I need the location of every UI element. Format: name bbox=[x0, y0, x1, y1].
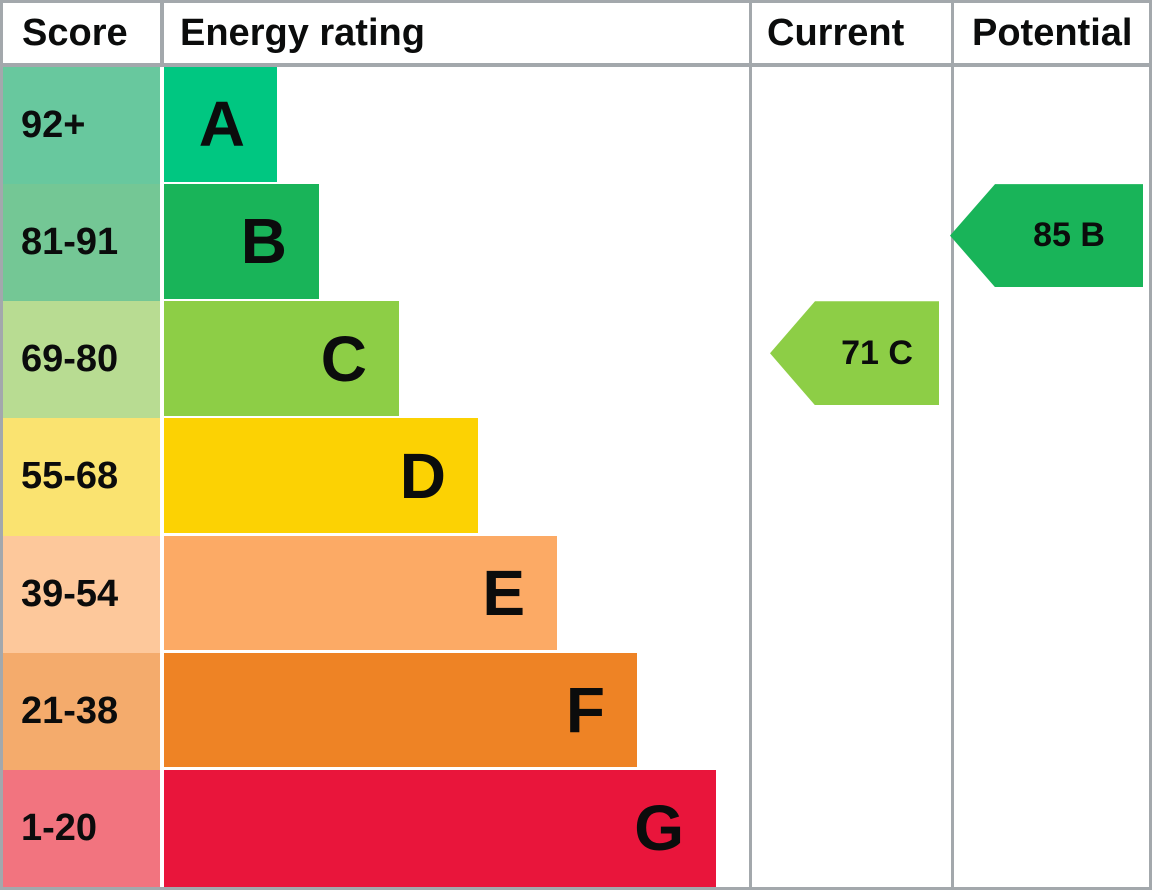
score-cell-C: 69-80 bbox=[3, 301, 160, 419]
score-range-label: 21-38 bbox=[21, 689, 119, 732]
rating-bar-C: C bbox=[164, 301, 399, 416]
score-cell-G: 1-20 bbox=[3, 769, 160, 887]
header-underline bbox=[3, 63, 1149, 67]
energy-rating-column-header: Energy rating bbox=[180, 12, 425, 54]
rating-bar-E: E bbox=[164, 535, 557, 651]
score-cell-E: 39-54 bbox=[3, 535, 160, 653]
score-range-label: 69-80 bbox=[21, 338, 119, 381]
score-column-divider-line bbox=[160, 3, 164, 67]
potential-rating-label: 85 B bbox=[1033, 216, 1105, 255]
score-range-label: 39-54 bbox=[21, 572, 119, 615]
score-column-header: Score bbox=[22, 12, 128, 54]
score-range-label: 1-20 bbox=[21, 806, 98, 849]
band-letter: C bbox=[320, 322, 367, 395]
rating-bar-A: A bbox=[164, 67, 277, 182]
score-cell-B: 81-91 bbox=[3, 184, 160, 302]
current-rating-label: 71 C bbox=[841, 333, 913, 372]
score-range-label: 55-68 bbox=[21, 455, 119, 498]
current-rating-arrow: 71 C bbox=[770, 301, 939, 406]
potential-column-divider-line bbox=[951, 3, 954, 887]
band-letter: B bbox=[240, 205, 287, 278]
rating-bar-F: F bbox=[164, 652, 637, 768]
score-range-label: 92+ bbox=[21, 104, 86, 147]
band-letter: F bbox=[565, 674, 605, 747]
rating-bar-G: G bbox=[164, 769, 716, 887]
score-cell-D: 55-68 bbox=[3, 418, 160, 536]
score-cell-A: 92+ bbox=[3, 67, 160, 185]
score-range-label: 81-91 bbox=[21, 221, 119, 264]
rating-bar-D: D bbox=[164, 418, 478, 534]
band-letter: E bbox=[482, 556, 525, 629]
current-column-divider-line bbox=[749, 3, 752, 887]
current-column-header: Current bbox=[767, 12, 905, 54]
potential-rating-arrow: 85 B bbox=[950, 184, 1143, 288]
rating-bar-B: B bbox=[164, 184, 319, 299]
band-letter: G bbox=[634, 792, 684, 865]
band-letter: A bbox=[198, 88, 245, 161]
score-cell-F: 21-38 bbox=[3, 652, 160, 770]
band-letter: D bbox=[399, 439, 446, 512]
potential-column-header: Potential bbox=[972, 12, 1133, 54]
